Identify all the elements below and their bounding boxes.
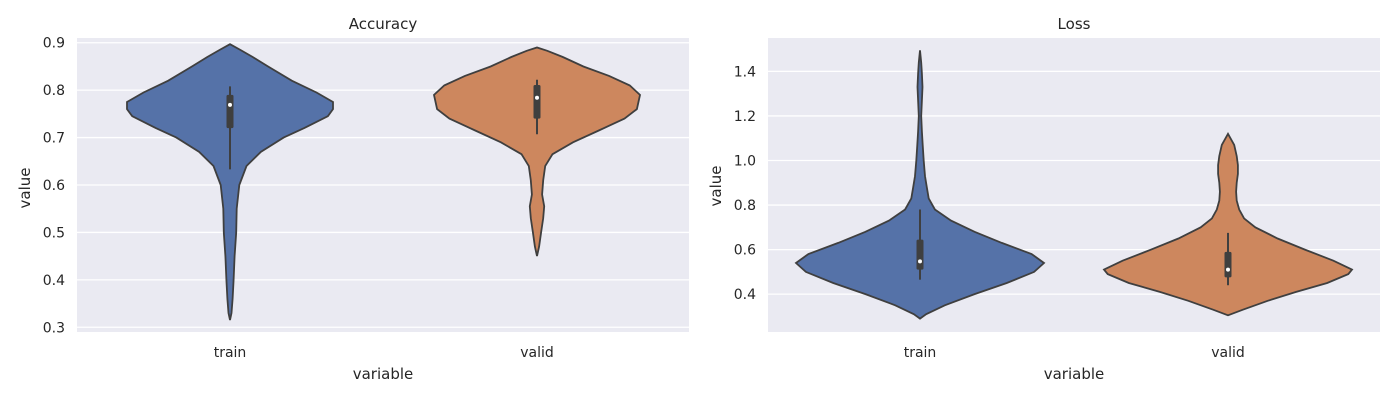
iqr-box-train [916, 239, 924, 270]
y-tick-label: 0.3 [43, 320, 65, 336]
y-tick-label: 0.5 [43, 225, 65, 241]
loss-panel: Loss variable value 0.4 0.6 0.8 1.0 1.2 1.4 tr… [707, 15, 1380, 383]
iqr-box-valid [1224, 251, 1232, 278]
y-axis-label: value [707, 166, 725, 207]
x-axis-label: variable [353, 365, 414, 383]
y-tick-label: 1.2 [734, 109, 756, 125]
accuracy-panel: Accuracy variable value 0.3 0.4 0.5 0.6 0.7 0… [16, 15, 689, 383]
y-tick-label: 0.9 [43, 36, 65, 52]
y-tick-label: 1.4 [734, 64, 756, 80]
violin-valid [433, 46, 641, 257]
violin-train [126, 43, 334, 321]
chart-title: Accuracy [349, 15, 418, 33]
y-tick-label: 0.8 [734, 198, 756, 214]
y-axis-label: value [16, 168, 34, 209]
y-tick-label: 0.4 [734, 287, 756, 303]
x-tick-label: valid [520, 345, 554, 361]
y-tick-label: 0.8 [43, 83, 65, 99]
y-tick-label: 0.4 [43, 273, 65, 289]
violin-valid [1102, 131, 1354, 317]
median-point-valid [1226, 267, 1230, 272]
x-tick-label: train [214, 345, 247, 361]
y-tick-label: 1.0 [734, 154, 756, 170]
y-tick-label: 0.6 [734, 243, 756, 259]
median-point-train [228, 102, 232, 107]
chart-title: Loss [1058, 15, 1091, 33]
median-point-train [918, 259, 922, 264]
x-axis-label: variable [1044, 365, 1105, 383]
y-tick-label: 0.7 [43, 131, 65, 147]
iqr-box-valid [533, 84, 541, 119]
y-tick-label: 0.6 [43, 178, 65, 194]
x-tick-label: train [904, 345, 937, 361]
x-tick-label: valid [1211, 345, 1245, 361]
iqr-box-train [226, 94, 234, 129]
median-point-valid [535, 95, 539, 100]
violin-train [794, 50, 1046, 320]
